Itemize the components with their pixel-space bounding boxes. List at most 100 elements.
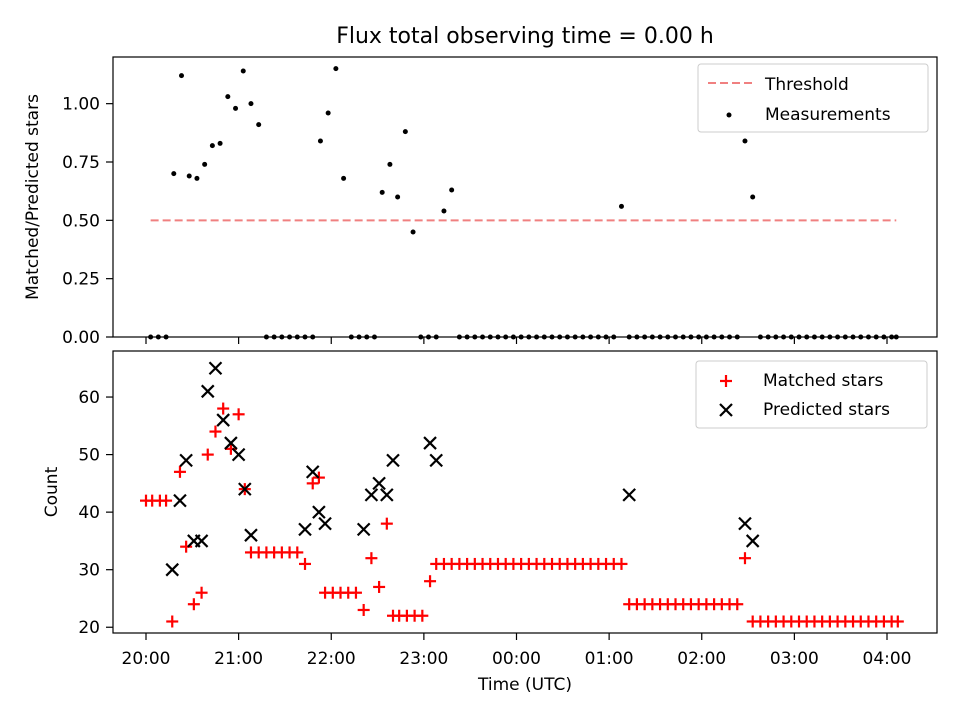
measurement-point (155, 334, 161, 340)
measurement-point (781, 334, 787, 340)
matched-star-point (217, 402, 230, 415)
measurement-point (696, 334, 702, 340)
measurement-point (317, 138, 323, 144)
measurement-point (893, 334, 899, 340)
matched-star-point (209, 425, 222, 438)
measurement-point (564, 334, 570, 340)
bottom-legend: Matched stars Predicted stars (695, 360, 928, 429)
measurement-point (811, 334, 817, 340)
measurement-point (657, 334, 663, 340)
bottom-panel: Count Time (UTC) 20 30 40 50 60 20:00 21:00 22… (42, 350, 938, 695)
measurement-point (487, 334, 493, 340)
measurement-point (225, 94, 231, 100)
measurement-point (865, 334, 871, 340)
legend-measurements-label: Measurements (765, 105, 891, 125)
legend-matched-swatch (720, 375, 732, 387)
bottom-x-tick-label: 00:00 (492, 649, 541, 669)
bottom-x-tick-label: 01:00 (585, 649, 634, 669)
measurement-point (518, 334, 524, 340)
measurement-point (549, 334, 555, 340)
bottom-x-tick-label: 23:00 (399, 649, 448, 669)
matched-star-point (166, 615, 179, 628)
predicted-star-point (194, 534, 209, 548)
measurement-point (827, 334, 833, 340)
bottom-y-tick-label: 30 (78, 561, 100, 581)
predicted-star-point (238, 482, 252, 496)
predicted-star-point (356, 522, 371, 537)
measurement-point (287, 334, 293, 340)
predicted-star-point (622, 488, 636, 502)
measurement-point (804, 334, 810, 340)
measurement-point (757, 334, 763, 340)
measurement-point (626, 334, 632, 340)
predicted-star-point (200, 384, 215, 399)
measurement-point (503, 334, 509, 340)
measurement-point (688, 334, 694, 340)
bottom-x-ticks: 20:00 21:00 22:00 23:00 00:00 01:00 02:00 03:00… (122, 633, 912, 669)
predicted-star-point (305, 465, 320, 479)
legend-predicted-swatch (719, 403, 733, 417)
measurement-point (673, 334, 679, 340)
legend-matched-label: Matched stars (763, 371, 883, 391)
matched-star-point (615, 557, 628, 570)
legend-predicted-label: Predicted stars (763, 400, 890, 420)
bottom-y-ticks: 20 30 40 50 60 (78, 388, 113, 638)
measurement-point (194, 175, 200, 181)
matched-star-point (357, 603, 370, 616)
predicted-star-point (244, 528, 258, 542)
measurement-point (835, 334, 841, 340)
matched-star-point (160, 494, 173, 507)
measurement-point (665, 334, 671, 340)
predicted-star-point (173, 493, 187, 508)
measurement-point (873, 334, 879, 340)
bottom-x-axis-label: Time (UTC) (477, 675, 572, 695)
bottom-y-tick-label: 40 (78, 503, 100, 523)
top-y-tick-label: 0.50 (62, 211, 100, 231)
measurement-point (256, 122, 262, 128)
predicted-star-point (208, 361, 223, 376)
top-y-ticks: 0.00 0.25 0.50 0.75 1.00 (62, 95, 113, 348)
measurement-point (750, 194, 756, 200)
bottom-x-tick-label: 03:00 (770, 649, 819, 669)
measurement-point (595, 334, 601, 340)
measurement-point (618, 203, 624, 209)
matched-star-point (195, 586, 208, 599)
matched-star-point (424, 575, 437, 588)
matched-star-point (306, 477, 319, 490)
measurement-point (186, 173, 192, 179)
measurement-point (495, 334, 501, 340)
measurement-point (410, 229, 416, 235)
measurement-point (765, 334, 771, 340)
matched-star-point (201, 448, 214, 461)
measurement-point (649, 334, 655, 340)
top-legend-box (697, 63, 929, 133)
bottom-x-tick-label: 20:00 (122, 649, 171, 669)
matched-stars-points (140, 402, 904, 628)
predicted-star-point (165, 562, 180, 577)
measurement-point (796, 334, 802, 340)
measurement-point (341, 175, 347, 181)
measurement-point (680, 334, 686, 340)
measurement-point (248, 101, 254, 107)
predicted-star-point (298, 522, 312, 537)
matched-star-point (180, 540, 193, 553)
measurement-point (534, 334, 540, 340)
bottom-y-tick-label: 60 (78, 388, 100, 408)
measurement-point (202, 161, 208, 167)
measurement-point (881, 334, 887, 340)
top-y-tick-label: 0.25 (62, 270, 100, 290)
measurement-point (395, 194, 401, 200)
predicted-star-point (738, 516, 752, 531)
predicted-star-point (745, 534, 760, 548)
bottom-x-tick-label: 02:00 (677, 649, 726, 669)
measurement-point (703, 334, 709, 340)
measurement-point (387, 161, 393, 167)
predicted-star-point (231, 447, 246, 462)
measurement-point (819, 334, 825, 340)
measurement-point (858, 334, 864, 340)
predicted-star-point (364, 488, 379, 502)
measurement-point (788, 334, 794, 340)
measurement-point (850, 334, 856, 340)
measurement-point (441, 208, 447, 214)
